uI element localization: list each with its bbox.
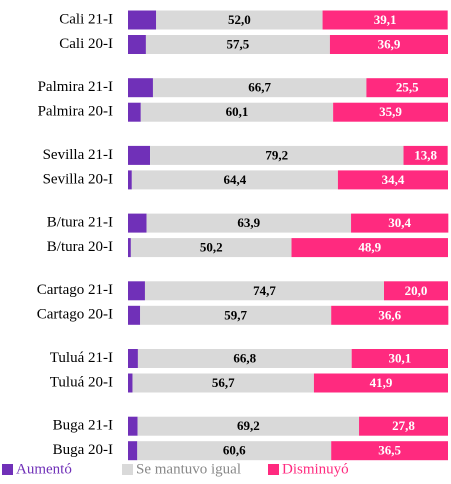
value-label: 59,7 (224, 307, 247, 322)
bar-segment (403, 145, 448, 165)
bar-segment (351, 349, 448, 368)
bar-segment (333, 102, 448, 122)
bar-segment (128, 10, 157, 30)
bar-segment (291, 238, 448, 258)
bar-segment (152, 78, 367, 98)
value-label: 60,1 (226, 104, 249, 119)
value-label: 13,8 (414, 147, 437, 162)
category-label: Tuluá 21-I (50, 350, 113, 366)
bar-segment (140, 305, 332, 325)
bar-segment (128, 305, 141, 325)
bar-segment (351, 213, 449, 233)
category-label: Cartago 21-I (37, 282, 113, 298)
bar-segment (144, 281, 384, 301)
bar-segment (128, 281, 145, 301)
bar-segment (156, 10, 323, 30)
category-label: Cali 20-I (59, 36, 113, 52)
value-label: 35,9 (379, 104, 402, 119)
category-label: Cali 21-I (59, 11, 113, 27)
value-label: 69,2 (237, 418, 260, 433)
value-label: 50,2 (200, 240, 223, 255)
value-label: 57,5 (227, 36, 250, 51)
value-label: 64,4 (224, 172, 247, 187)
category-label: B/tura 21-I (47, 215, 113, 231)
value-label: 48,9 (358, 240, 381, 255)
value-label: 36,5 (378, 443, 401, 458)
bar-segment (366, 78, 448, 98)
value-label: 66,7 (248, 80, 271, 95)
value-label: 60,6 (223, 443, 246, 458)
value-label: 36,9 (378, 36, 401, 51)
bar-segment (128, 102, 141, 122)
category-label: B/tura 20-I (47, 239, 113, 255)
value-label: 27,8 (392, 418, 415, 433)
bar-segment (137, 441, 332, 461)
bar-segment (331, 305, 449, 325)
bar-segment (128, 170, 132, 190)
bar-segment (128, 238, 131, 258)
value-label: 56,7 (212, 375, 235, 390)
legend-label: Se mantuvo igual (136, 461, 241, 477)
bar-segment (140, 102, 334, 122)
legend-label: Disminuyó (282, 461, 349, 477)
value-label: 39,1 (374, 12, 397, 27)
value-label: 25,5 (396, 80, 419, 95)
value-label: 66,8 (233, 350, 256, 365)
bar-segment (130, 238, 292, 258)
value-label: 41,9 (370, 375, 393, 390)
bar-segment (132, 373, 314, 393)
bar-segment (128, 145, 151, 165)
value-label: 74,7 (253, 283, 276, 298)
bar-segment (128, 78, 153, 98)
legend-swatch (268, 464, 279, 475)
bar-segment (322, 10, 448, 30)
category-label: Buga 20-I (53, 442, 113, 458)
bar-segment (128, 441, 138, 461)
legend-swatch (2, 464, 13, 475)
value-label: 34,4 (382, 172, 405, 187)
bar-segment (137, 349, 352, 368)
value-label: 52,0 (228, 12, 251, 27)
bar-segment (128, 213, 147, 233)
category-label: Sevilla 20-I (43, 171, 113, 187)
bar-segment (145, 35, 330, 54)
value-label: 79,2 (265, 147, 288, 162)
bar-segment (359, 416, 448, 436)
bar-segment (128, 416, 138, 436)
bar-segment (137, 416, 360, 436)
bar-segment (146, 213, 352, 233)
category-label: Cartago 20-I (37, 307, 113, 323)
legend-swatch (122, 464, 133, 475)
bar-segment (384, 281, 448, 301)
bar-segment (337, 170, 448, 190)
value-label: 30,1 (388, 350, 411, 365)
bar-segment (128, 349, 138, 368)
value-label: 20,0 (405, 283, 428, 298)
category-label: Palmira 21-I (38, 79, 113, 95)
category-label: Tuluá 20-I (50, 374, 113, 390)
value-label: 36,6 (378, 307, 401, 322)
category-label: Palmira 20-I (38, 104, 113, 120)
bar-segment (128, 373, 133, 393)
bar-segment (128, 35, 146, 54)
bar-segment (131, 170, 338, 190)
bar-segment (331, 441, 448, 461)
bar-segment (313, 373, 448, 393)
bar-segment (329, 35, 448, 54)
value-label: 63,9 (237, 215, 260, 230)
bar-segment (150, 145, 404, 165)
value-label: 30,4 (388, 215, 411, 230)
legend-label: Aumentó (16, 461, 72, 477)
category-label: Buga 21-I (53, 418, 113, 434)
category-label: Sevilla 21-I (43, 147, 113, 163)
